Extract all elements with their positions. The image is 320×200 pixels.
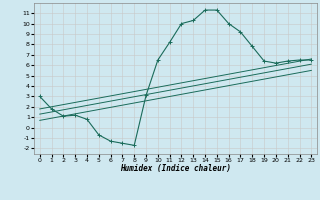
X-axis label: Humidex (Indice chaleur): Humidex (Indice chaleur): [120, 164, 231, 173]
